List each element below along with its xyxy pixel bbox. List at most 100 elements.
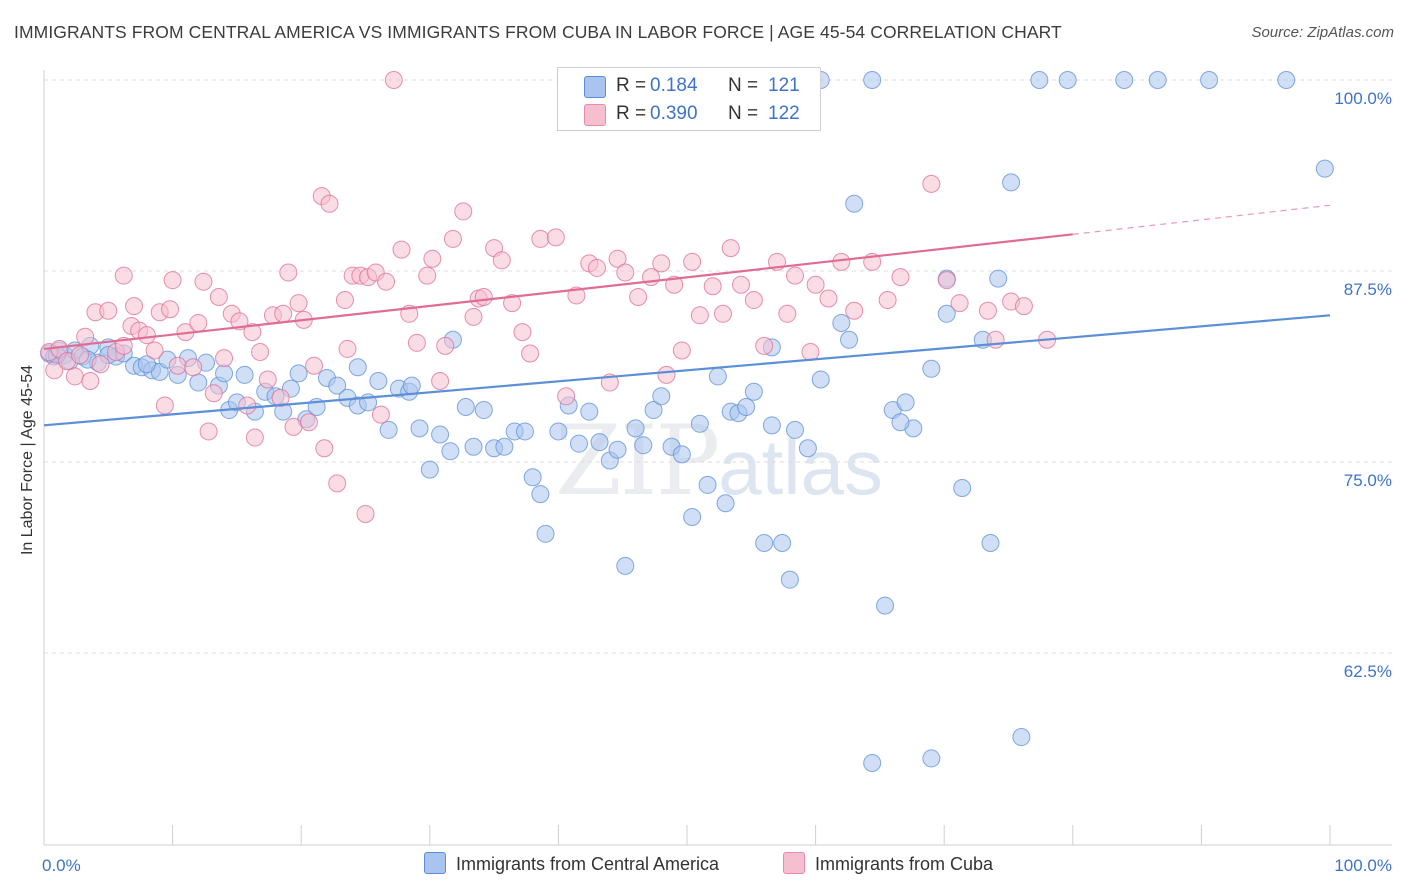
point-central-america — [762, 416, 781, 435]
point-central-america — [683, 508, 702, 527]
point-cuba — [683, 252, 702, 271]
point-central-america — [981, 533, 1000, 552]
legend: R = 0.184 N = 121 R = 0.390 N = 122 — [557, 67, 821, 131]
legend-n-label: N = — [728, 75, 759, 96]
point-central-america — [137, 355, 156, 374]
legend-r-label: R = — [616, 75, 647, 96]
trend-line-central-america — [43, 314, 1331, 427]
point-cuba — [65, 367, 84, 386]
x-tick-label: 0.0% — [42, 856, 81, 875]
trend-line-cuba — [43, 233, 1073, 351]
point-cuba — [245, 428, 264, 447]
point-cuba — [125, 297, 144, 316]
point-cuba — [878, 291, 897, 310]
point-central-america — [863, 754, 882, 773]
point-central-america — [811, 370, 830, 389]
point-central-america — [690, 414, 709, 433]
point-central-america — [616, 556, 635, 575]
axes — [43, 70, 1392, 846]
point-central-america — [1058, 71, 1077, 89]
point-cuba — [161, 300, 180, 319]
point-cuba — [1014, 297, 1033, 316]
point-central-america — [369, 372, 388, 391]
point-central-america — [474, 401, 493, 420]
point-central-america — [845, 194, 864, 213]
legend-swatch-cuba — [584, 104, 606, 126]
point-cuba — [721, 239, 740, 258]
point-cuba — [284, 417, 303, 436]
bottom-legend-swatch-cuba — [783, 852, 805, 874]
series-cuba-points — [40, 71, 1057, 523]
point-cuba — [251, 342, 270, 361]
point-cuba — [338, 339, 357, 358]
bottom-legend-label: Immigrants from Cuba — [815, 854, 994, 874]
point-central-america — [708, 367, 727, 386]
point-cuba — [665, 275, 684, 294]
y-tick-label: 100.0% — [1334, 89, 1392, 108]
point-cuba — [616, 263, 635, 282]
point-cuba — [629, 287, 648, 306]
point-central-america — [590, 433, 609, 452]
point-cuba — [315, 439, 334, 458]
point-central-america — [1148, 71, 1167, 89]
point-central-america — [1030, 71, 1049, 89]
point-cuba — [652, 254, 671, 273]
point-cuba — [755, 336, 774, 355]
point-cuba — [492, 251, 511, 270]
point-cuba — [521, 344, 540, 363]
point-cuba — [454, 202, 473, 221]
point-cuba — [786, 266, 805, 285]
point-cuba — [732, 275, 751, 294]
point-cuba — [356, 504, 375, 523]
point-cuba — [215, 349, 234, 368]
point-cuba — [271, 388, 290, 407]
point-cuba — [423, 249, 442, 268]
point-cuba — [474, 287, 493, 306]
legend-n-label: N = — [728, 103, 759, 124]
point-cuba — [384, 71, 403, 89]
point-cuba — [443, 229, 462, 248]
point-central-america — [456, 397, 475, 416]
point-cuba — [819, 289, 838, 308]
point-central-america — [328, 376, 347, 395]
point-central-america — [1002, 173, 1021, 192]
point-central-america — [780, 570, 799, 589]
point-central-america — [773, 533, 792, 552]
watermark-atlas: atlas — [718, 423, 883, 511]
point-central-america — [937, 304, 956, 323]
point-central-america — [402, 376, 421, 395]
point-cuba — [371, 405, 390, 424]
point-central-america — [737, 397, 756, 416]
point-central-america — [410, 419, 429, 438]
point-cuba — [155, 396, 174, 415]
point-cuba — [657, 365, 676, 384]
point-cuba — [274, 304, 293, 323]
point-central-america — [608, 440, 627, 459]
chart-title: IMMIGRANTS FROM CENTRAL AMERICA VS IMMIG… — [14, 22, 1062, 42]
tick-labels: 100.0% 87.5% 75.0% 62.5% 0.0% 100.0% — [42, 89, 1392, 875]
point-central-america — [876, 596, 895, 615]
point-central-america — [716, 494, 735, 513]
y-tick-label: 75.0% — [1344, 471, 1392, 490]
bottom-legend-cuba: Immigrants from Cuba — [783, 852, 993, 875]
point-cuba — [503, 294, 522, 313]
point-central-america — [536, 524, 555, 543]
point-cuba — [45, 361, 64, 380]
point-central-america — [1315, 159, 1334, 178]
point-central-america — [531, 485, 550, 504]
point-cuba — [145, 341, 164, 360]
point-central-america — [464, 437, 483, 456]
point-cuba — [436, 336, 455, 355]
point-central-america — [441, 442, 460, 461]
point-cuba — [335, 291, 354, 310]
point-central-america — [644, 401, 663, 420]
point-central-america — [1012, 728, 1031, 747]
point-central-america — [431, 425, 450, 444]
point-cuba — [209, 287, 228, 306]
point-central-america — [698, 475, 717, 494]
point-cuba — [189, 313, 208, 332]
point-cuba — [163, 271, 182, 290]
point-cuba — [937, 271, 956, 290]
point-central-america — [786, 420, 805, 439]
